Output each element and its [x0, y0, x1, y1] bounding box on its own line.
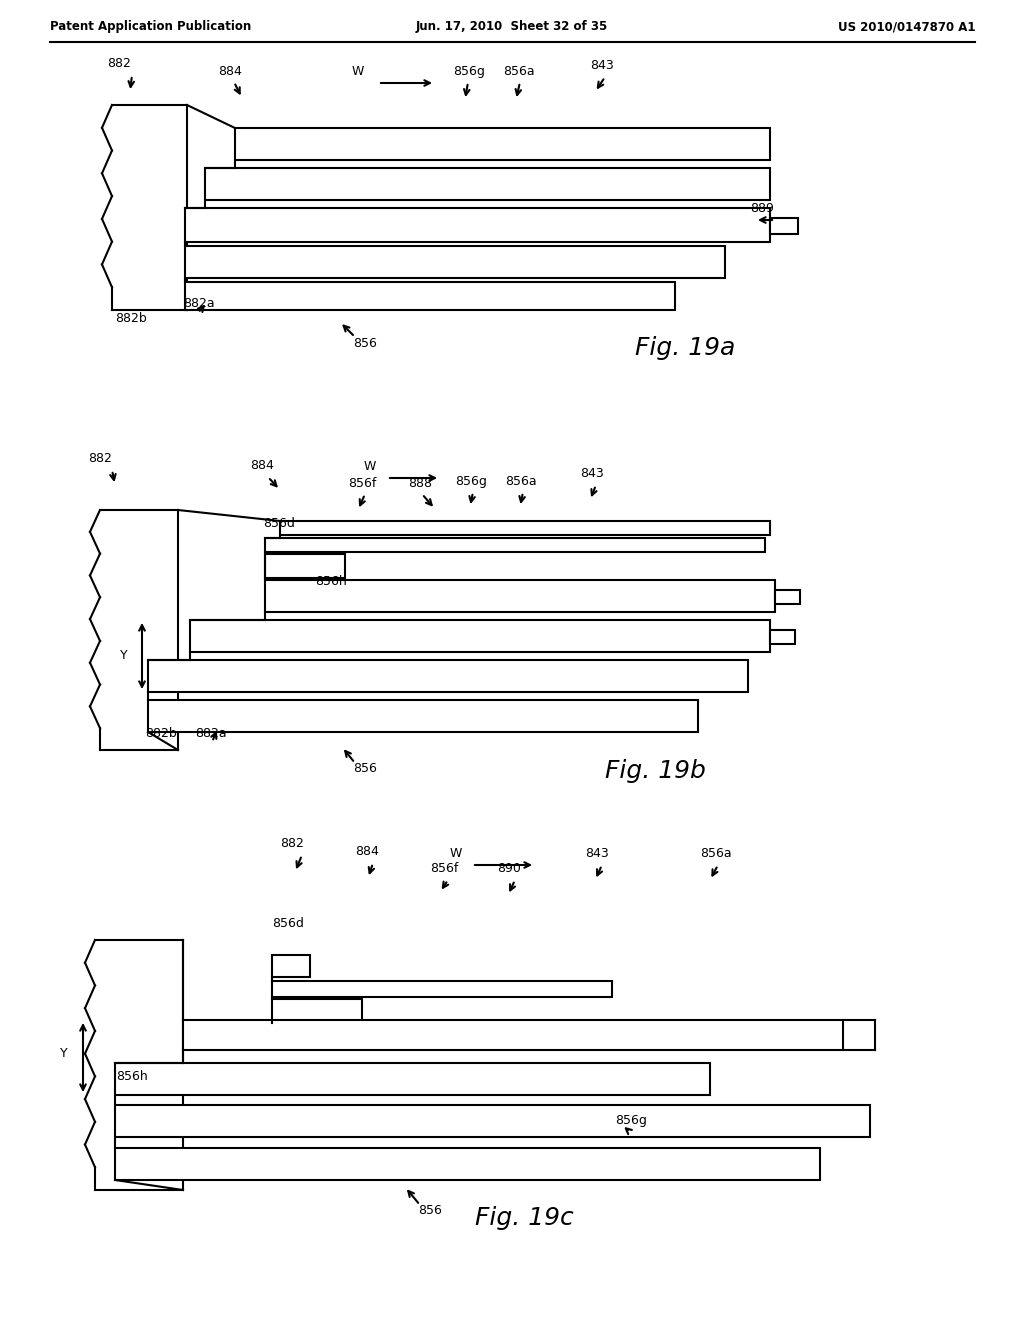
Text: 884: 884 — [355, 845, 379, 858]
Text: 856g: 856g — [615, 1114, 647, 1127]
Text: 882: 882 — [88, 451, 112, 465]
Text: Jun. 17, 2010  Sheet 32 of 35: Jun. 17, 2010 Sheet 32 of 35 — [416, 20, 608, 33]
Bar — [148, 660, 748, 692]
Text: Patent Application Publication: Patent Application Publication — [50, 20, 251, 33]
Text: 856: 856 — [418, 1204, 442, 1217]
Bar — [770, 218, 798, 234]
Bar — [280, 521, 770, 535]
Bar — [115, 1148, 820, 1180]
Text: 889: 889 — [750, 202, 774, 215]
Bar — [115, 1105, 870, 1137]
Bar — [272, 954, 310, 977]
Bar — [115, 1063, 710, 1096]
Text: W: W — [364, 459, 377, 473]
Text: Fig. 19c: Fig. 19c — [475, 1206, 573, 1230]
Text: 856h: 856h — [315, 576, 347, 587]
Text: 856a: 856a — [503, 65, 535, 78]
Text: Fig. 19a: Fig. 19a — [635, 337, 735, 360]
Text: 856a: 856a — [700, 847, 731, 861]
Bar — [148, 700, 698, 733]
Bar — [190, 620, 770, 652]
Text: 856g: 856g — [453, 65, 485, 78]
Text: 856f: 856f — [348, 477, 377, 490]
Text: W: W — [352, 65, 365, 78]
Text: W: W — [450, 847, 463, 861]
Bar — [770, 630, 795, 644]
Bar — [272, 999, 362, 1023]
Text: 856: 856 — [353, 337, 377, 350]
Text: 882a: 882a — [183, 297, 215, 310]
Bar — [265, 554, 345, 578]
Text: 882b: 882b — [115, 312, 146, 325]
Text: 856g: 856g — [455, 475, 486, 488]
Text: 843: 843 — [590, 59, 613, 73]
Text: 882: 882 — [106, 57, 131, 70]
Bar — [185, 282, 675, 310]
Text: US 2010/0147870 A1: US 2010/0147870 A1 — [838, 20, 975, 33]
Text: 882: 882 — [280, 837, 304, 850]
Bar — [265, 539, 765, 552]
Text: 843: 843 — [585, 847, 608, 861]
Text: Fig. 19b: Fig. 19b — [605, 759, 706, 783]
Bar — [185, 209, 770, 242]
Text: 888: 888 — [408, 477, 432, 490]
Text: 884: 884 — [250, 459, 273, 473]
Bar — [265, 579, 775, 612]
Bar — [775, 590, 800, 605]
Text: Y: Y — [60, 1047, 68, 1060]
Text: 843: 843 — [580, 467, 604, 480]
Text: 856a: 856a — [505, 475, 537, 488]
Bar — [183, 1020, 843, 1049]
Text: 884: 884 — [218, 65, 242, 78]
Bar — [272, 981, 612, 997]
Bar — [234, 128, 770, 160]
Bar — [205, 168, 770, 201]
Text: 856d: 856d — [272, 917, 304, 931]
Text: 856d: 856d — [263, 517, 295, 531]
Text: 882a: 882a — [195, 727, 226, 741]
Bar — [185, 246, 725, 279]
Text: 856: 856 — [353, 762, 377, 775]
Text: 856f: 856f — [430, 862, 459, 875]
Text: 890: 890 — [497, 862, 521, 875]
Text: 856h: 856h — [116, 1071, 147, 1082]
Text: 882b: 882b — [145, 727, 177, 741]
Text: Y: Y — [120, 649, 128, 663]
